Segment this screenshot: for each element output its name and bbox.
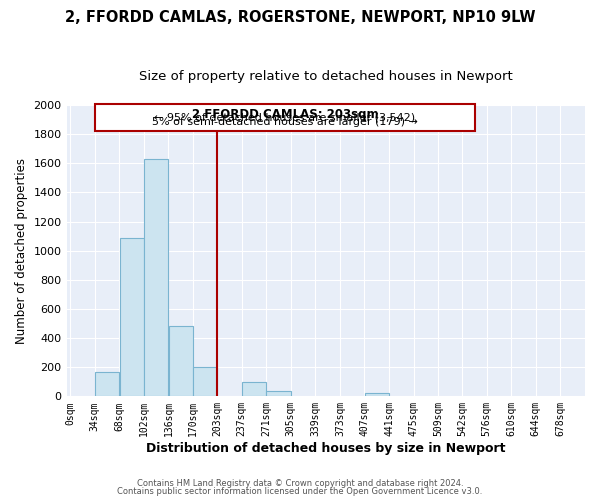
Text: 5% of semi-detached houses are larger (179) →: 5% of semi-detached houses are larger (1… bbox=[152, 116, 418, 126]
FancyBboxPatch shape bbox=[95, 104, 475, 131]
Text: 2 FFORDD CAMLAS: 203sqm: 2 FFORDD CAMLAS: 203sqm bbox=[191, 108, 378, 121]
Y-axis label: Number of detached properties: Number of detached properties bbox=[15, 158, 28, 344]
Bar bbox=[365, 394, 389, 396]
Bar bbox=[266, 391, 290, 396]
Title: Size of property relative to detached houses in Newport: Size of property relative to detached ho… bbox=[139, 70, 512, 83]
Bar bbox=[169, 326, 193, 396]
Text: Contains HM Land Registry data © Crown copyright and database right 2024.: Contains HM Land Registry data © Crown c… bbox=[137, 478, 463, 488]
Text: ← 95% of detached houses are smaller (3,542): ← 95% of detached houses are smaller (3,… bbox=[154, 112, 415, 122]
Bar bbox=[144, 159, 169, 396]
Bar bbox=[242, 382, 266, 396]
Text: Contains public sector information licensed under the Open Government Licence v3: Contains public sector information licen… bbox=[118, 487, 482, 496]
Text: 2, FFORDD CAMLAS, ROGERSTONE, NEWPORT, NP10 9LW: 2, FFORDD CAMLAS, ROGERSTONE, NEWPORT, N… bbox=[65, 10, 535, 25]
X-axis label: Distribution of detached houses by size in Newport: Distribution of detached houses by size … bbox=[146, 442, 506, 455]
Bar bbox=[193, 367, 217, 396]
Bar bbox=[119, 238, 144, 396]
Bar bbox=[95, 372, 119, 396]
